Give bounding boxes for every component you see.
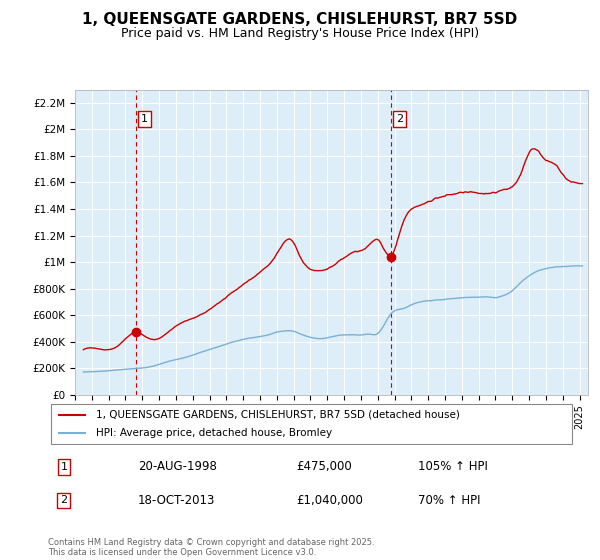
Text: 105% ↑ HPI: 105% ↑ HPI [418, 460, 487, 473]
Text: 1: 1 [61, 462, 67, 472]
Text: Price paid vs. HM Land Registry's House Price Index (HPI): Price paid vs. HM Land Registry's House … [121, 27, 479, 40]
Text: £475,000: £475,000 [296, 460, 352, 473]
Text: Contains HM Land Registry data © Crown copyright and database right 2025.
This d: Contains HM Land Registry data © Crown c… [48, 538, 374, 557]
Text: £1,040,000: £1,040,000 [296, 494, 363, 507]
Text: 2: 2 [60, 495, 67, 505]
Text: 1, QUEENSGATE GARDENS, CHISLEHURST, BR7 5SD: 1, QUEENSGATE GARDENS, CHISLEHURST, BR7 … [82, 12, 518, 27]
FancyBboxPatch shape [50, 404, 572, 445]
Text: HPI: Average price, detached house, Bromley: HPI: Average price, detached house, Brom… [95, 428, 332, 438]
Text: 18-OCT-2013: 18-OCT-2013 [138, 494, 215, 507]
Text: 70% ↑ HPI: 70% ↑ HPI [418, 494, 480, 507]
Text: 2: 2 [396, 114, 403, 124]
Text: 20-AUG-1998: 20-AUG-1998 [138, 460, 217, 473]
Text: 1: 1 [141, 114, 148, 124]
Text: 1, QUEENSGATE GARDENS, CHISLEHURST, BR7 5SD (detached house): 1, QUEENSGATE GARDENS, CHISLEHURST, BR7 … [95, 410, 460, 420]
